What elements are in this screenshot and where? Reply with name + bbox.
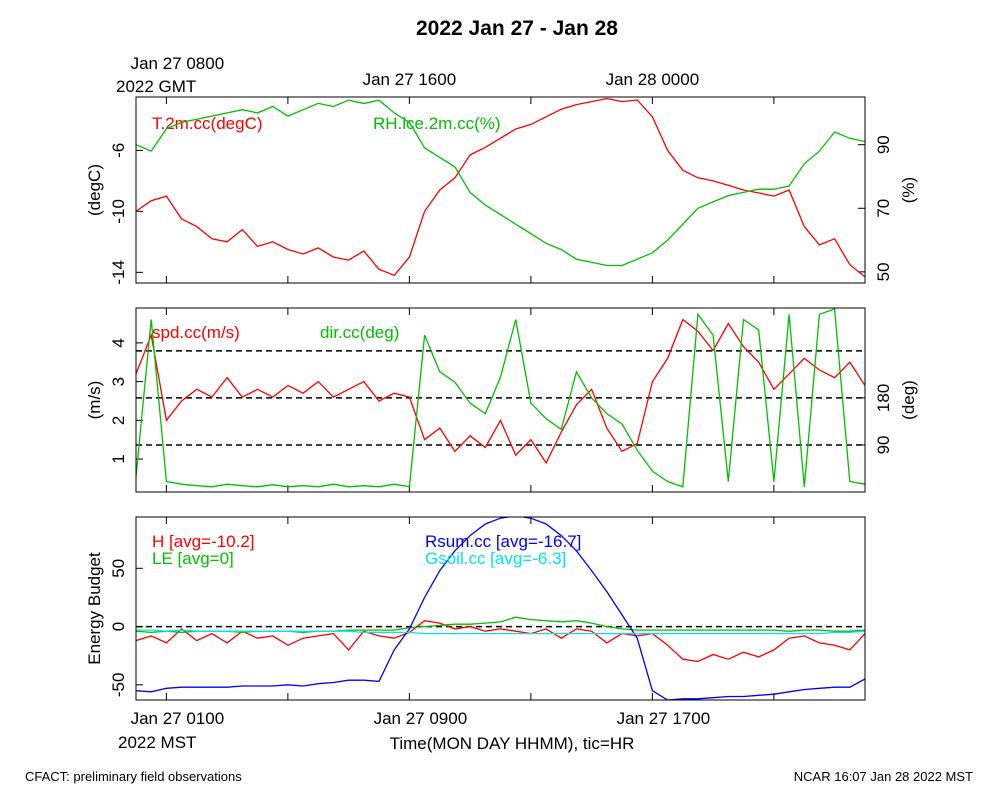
y2-axis-label: (deg) bbox=[899, 380, 918, 420]
legend-label: H [avg=-10.2] bbox=[152, 532, 255, 551]
data-line bbox=[136, 629, 865, 635]
y-tick-label: 4 bbox=[109, 338, 128, 347]
plot-frame bbox=[135, 307, 866, 493]
legend-label: Rsum.cc [avg=-16.7] bbox=[425, 532, 581, 551]
y-tick-label: -6 bbox=[109, 143, 128, 158]
y2-tick-label: 50 bbox=[874, 262, 893, 281]
legend-label: LE [avg=0] bbox=[152, 549, 234, 568]
y-axis-label: (degC) bbox=[85, 164, 104, 216]
y-tick-label: 3 bbox=[109, 377, 128, 386]
y-axis-label: Energy Budget bbox=[85, 552, 104, 665]
x2-tick-label: Jan 27 0800 bbox=[131, 54, 225, 73]
plot-frame bbox=[135, 516, 866, 701]
x-tick-label: Jan 27 0100 bbox=[131, 709, 225, 728]
y2-tick-label: 70 bbox=[874, 199, 893, 218]
y-tick-label: -50 bbox=[109, 673, 128, 698]
footer-left: CFACT: preliminary field observations bbox=[25, 769, 242, 784]
data-line bbox=[136, 99, 865, 267]
chart-title: 2022 Jan 27 - Jan 28 bbox=[416, 17, 618, 40]
data-line bbox=[136, 97, 865, 278]
data-line bbox=[136, 517, 865, 700]
data-line bbox=[136, 318, 865, 465]
x-tick-label: Jan 27 0900 bbox=[374, 709, 468, 728]
y-tick-label: 0 bbox=[109, 622, 128, 631]
y2-axis-label: (%) bbox=[899, 177, 918, 203]
legend-label: T.2m.cc(degC) bbox=[152, 114, 263, 133]
x-tick-label: Jan 27 1700 bbox=[617, 709, 711, 728]
y-axis-label: (m/s) bbox=[85, 381, 104, 420]
y-tick-label: 2 bbox=[109, 416, 128, 425]
legend-label: spd.cc(m/s) bbox=[152, 323, 240, 342]
data-line bbox=[136, 620, 865, 663]
y-tick-label: 1 bbox=[109, 454, 128, 463]
data-line bbox=[136, 616, 865, 634]
y2-tick-label: 180 bbox=[874, 384, 893, 412]
x2-sublabel: 2022 GMT bbox=[116, 77, 196, 96]
data-line bbox=[136, 308, 865, 488]
legend-label: RH.ice.2m.cc(%) bbox=[373, 114, 501, 133]
x-axis-label: Time(MON DAY HHMM), tic=HR bbox=[390, 734, 635, 753]
y-tick-label: 50 bbox=[109, 559, 128, 578]
plot-frame bbox=[135, 96, 866, 284]
y-tick-label: -10 bbox=[109, 199, 128, 224]
y-tick-label: -14 bbox=[109, 260, 128, 285]
legend-label: dir.cc(deg) bbox=[320, 323, 399, 342]
y2-tick-label: 90 bbox=[874, 435, 893, 454]
y2-tick-label: 90 bbox=[874, 135, 893, 154]
x2-tick-label: Jan 28 0000 bbox=[606, 70, 700, 89]
x-sublabel: 2022 MST bbox=[118, 733, 196, 752]
legend-label: Gsoil.cc [avg=-6.3] bbox=[425, 549, 566, 568]
footer-right: NCAR 16:07 Jan 28 2022 MST bbox=[794, 769, 973, 784]
x2-tick-label: Jan 27 1600 bbox=[363, 70, 457, 89]
